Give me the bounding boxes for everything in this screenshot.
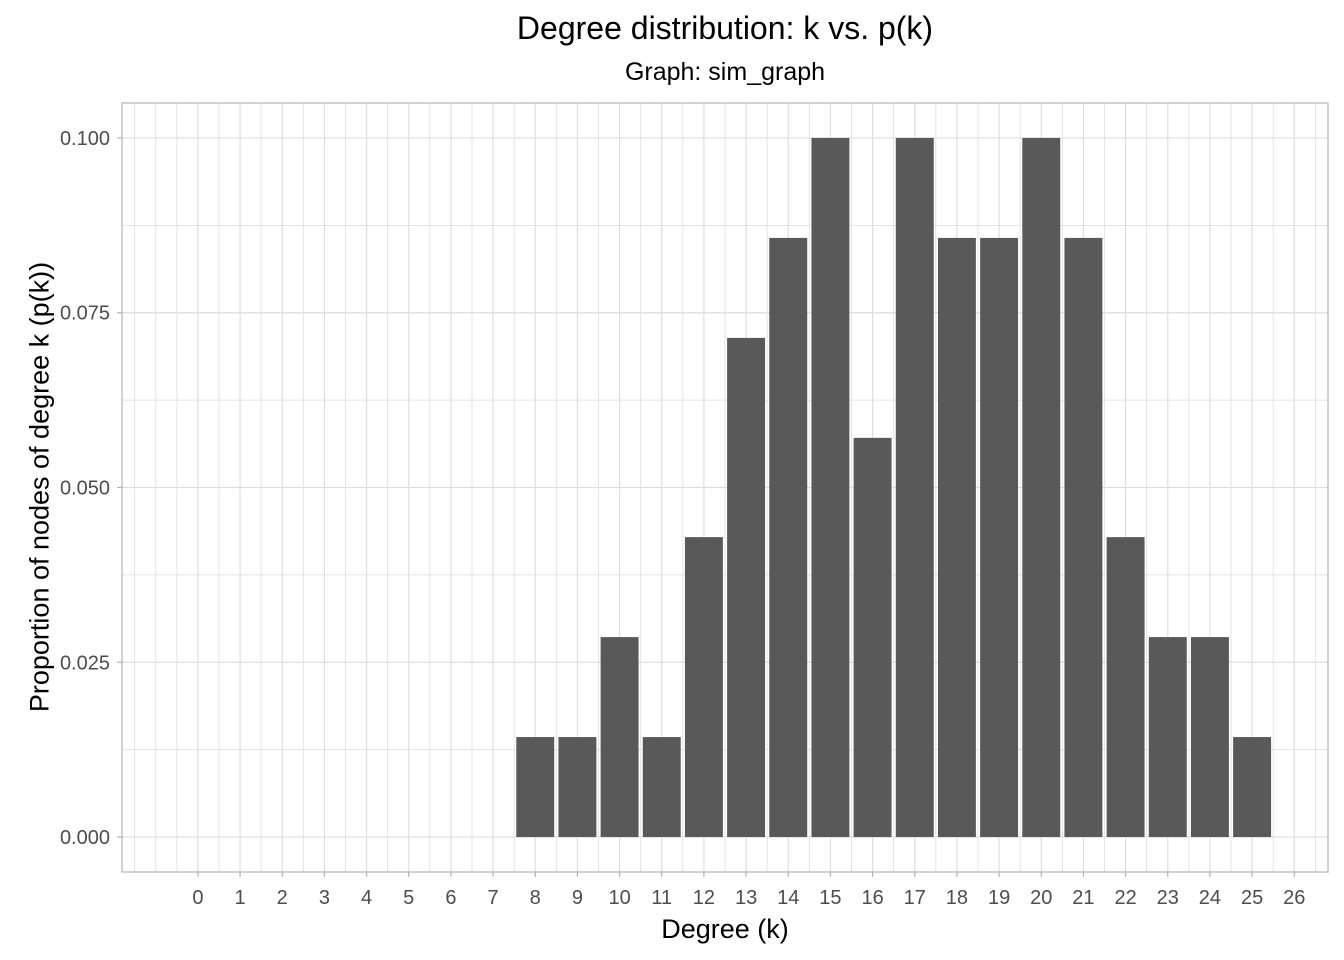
x-tick-label: 25 [1241,887,1263,909]
x-tick-label: 22 [1114,887,1136,909]
x-tick-label: 1 [235,887,246,909]
x-tick-label: 13 [735,887,757,909]
x-tick-label: 9 [572,887,583,909]
x-tick-label: 15 [819,887,841,909]
bar-10 [600,637,639,838]
bar-18 [937,237,976,838]
bar-15 [811,137,850,838]
x-tick-label: 12 [693,887,715,909]
x-tick-label: 3 [319,887,330,909]
bar-20 [1022,137,1061,838]
chart-title: Degree distribution: k vs. p(k) [516,10,934,46]
y-tick-label: 0.075 [60,303,110,325]
x-tick-label: 19 [988,887,1010,909]
y-tick-label: 0.100 [60,128,110,150]
bar-8 [516,737,555,838]
bar-24 [1190,637,1229,838]
bar-21 [1064,237,1103,838]
x-tick-label: 18 [946,887,968,909]
y-tick-label: 0.025 [60,652,110,674]
bar-25 [1233,737,1272,838]
x-tick-label: 24 [1199,887,1221,909]
x-tick-label: 8 [530,887,541,909]
bar-16 [853,437,892,838]
bar-9 [558,737,597,838]
x-tick-label: 26 [1283,887,1305,909]
x-tick-label: 20 [1030,887,1052,909]
x-tick-label: 6 [445,887,456,909]
bar-12 [684,537,723,838]
x-tick-label: 10 [608,887,630,909]
x-tick-label: 23 [1157,887,1179,909]
x-tick-label: 0 [192,887,203,909]
bar-14 [769,237,808,838]
y-tick-label: 0.050 [60,478,110,500]
bar-19 [980,237,1019,838]
x-tick-label: 21 [1072,887,1094,909]
x-tick-label: 14 [777,887,799,909]
bar-22 [1106,537,1145,838]
x-tick-label: 4 [361,887,372,909]
y-tick-label: 0.000 [60,827,110,849]
bar-11 [642,737,681,838]
x-tick-label: 11 [651,887,672,909]
chart-subtitle: Graph: sim_graph [624,58,826,86]
x-tick-label: 17 [904,887,926,909]
y-axis-label: Proportion of nodes of degree k (p(k)) [24,261,55,713]
bar-13 [727,337,766,838]
x-tick-label: 5 [403,887,414,909]
x-axis-label: Degree (k) [661,914,789,944]
bar-23 [1148,637,1187,838]
x-tick-label: 7 [488,887,499,909]
x-tick-label: 2 [277,887,288,909]
x-tick-label: 16 [861,887,883,909]
bar-17 [895,137,934,838]
